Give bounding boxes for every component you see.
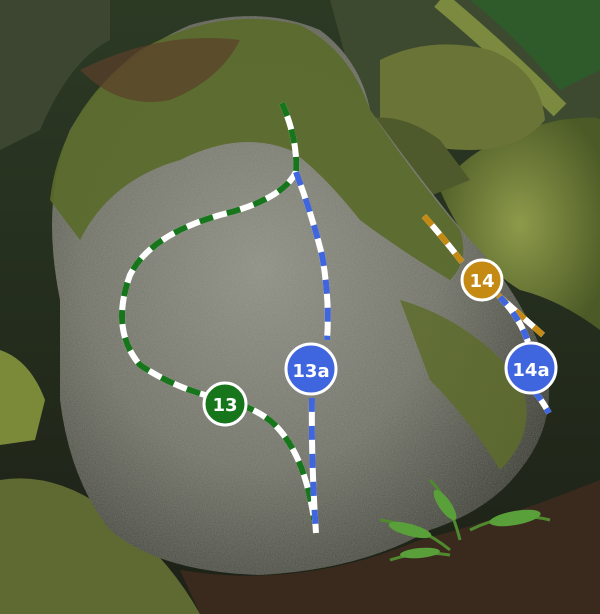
route-marker-14a-label: 14a — [512, 360, 549, 381]
left-moss-clump — [0, 350, 45, 445]
mossy-log — [434, 0, 567, 117]
route-line-13a — [293, 170, 331, 534]
route-marker-13a-circle — [284, 342, 338, 396]
route-marker-14a-circle — [504, 341, 558, 395]
moss-patch-right — [400, 300, 527, 470]
left-background-rocks — [0, 0, 110, 150]
route-marker-14a[interactable]: 14a — [504, 341, 558, 395]
route-marker-13-label: 13 — [212, 395, 237, 416]
right-background-boulder — [440, 117, 600, 330]
route-marker-14-label: 14 — [469, 271, 494, 292]
forest-floor — [180, 480, 600, 614]
route-marker-13a-label: 13a — [292, 361, 329, 382]
tree-branch — [470, 0, 600, 90]
route-line-13 — [119, 101, 317, 521]
upper-background-boulder — [380, 44, 545, 150]
route-marker-13-circle — [202, 381, 248, 427]
route-marker-14-circle — [460, 258, 504, 302]
fern-leaves — [388, 489, 541, 559]
route-marker-13[interactable]: 13 — [202, 381, 248, 427]
route-marker-13a[interactable]: 13a — [284, 342, 338, 396]
leaf-litter — [80, 38, 240, 102]
route-marker-14[interactable]: 14 — [460, 258, 504, 302]
foreground-mossy-rock — [0, 478, 200, 614]
